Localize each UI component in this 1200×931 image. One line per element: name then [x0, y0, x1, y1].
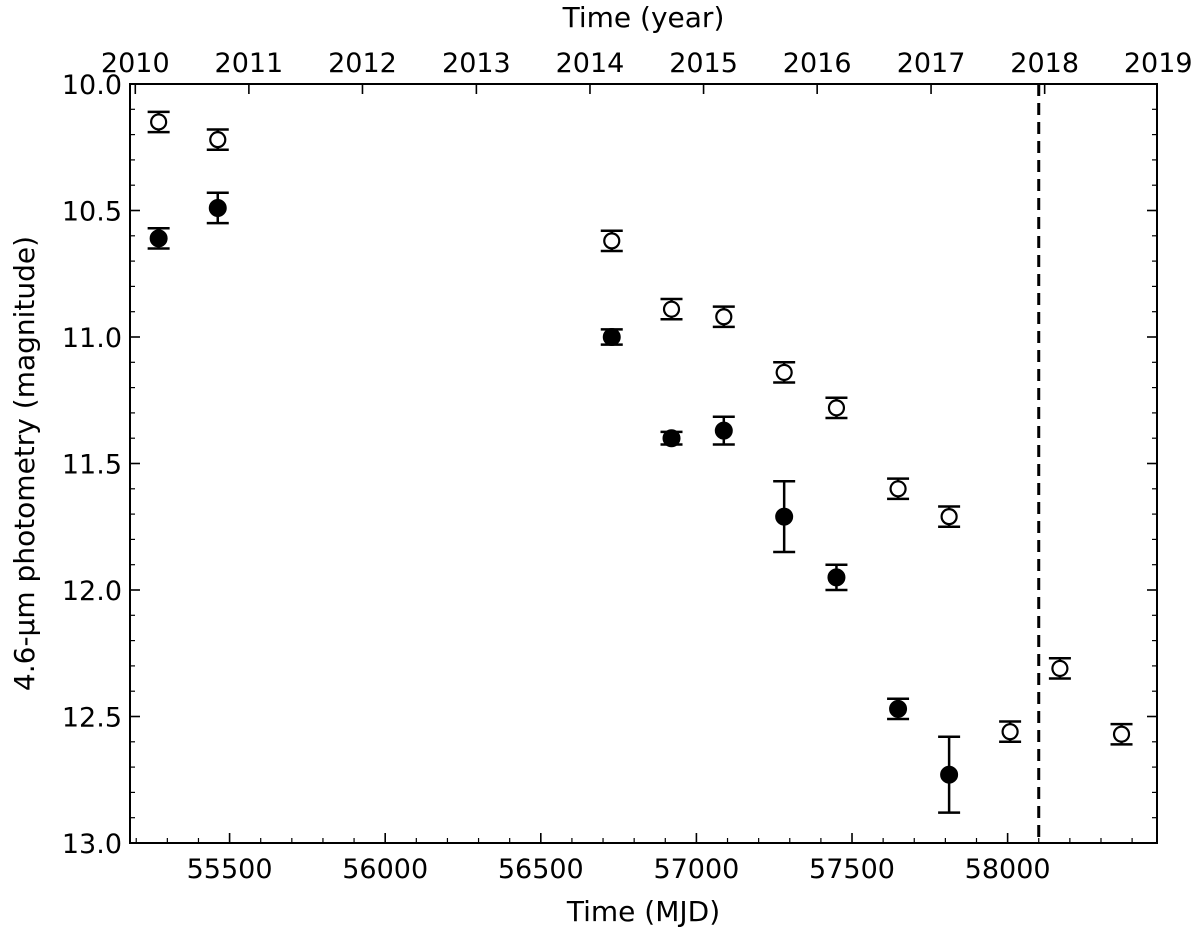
- top-year-label: 2014: [556, 48, 625, 79]
- open-data-point: [1051, 659, 1069, 678]
- top-year-label: 2012: [328, 48, 397, 79]
- y-tick-label: 13.0: [62, 829, 122, 860]
- y-tick-label: 11.5: [62, 450, 122, 481]
- filled-data-point: [775, 507, 794, 526]
- x-tick-label: 56000: [342, 854, 428, 885]
- x-tick-label: 56500: [498, 854, 584, 885]
- x-tick-label: 57500: [809, 854, 895, 885]
- open-data-point: [775, 363, 793, 382]
- y-tick-label: 12.5: [62, 703, 122, 734]
- top-year-label: 2013: [442, 48, 511, 79]
- filled-circle-series: [147, 191, 961, 814]
- top-year-label: 2018: [1010, 48, 1079, 79]
- y-tick-label: 10.0: [62, 70, 122, 101]
- open-circle-series: [147, 110, 1133, 746]
- y-tick-label: 10.5: [62, 197, 122, 228]
- x-axis-label: Time (MJD): [566, 895, 720, 928]
- filled-data-point: [602, 328, 621, 346]
- top-year-label: 2011: [215, 48, 284, 79]
- x-tick-label: 58000: [965, 854, 1051, 885]
- open-data-point: [940, 508, 958, 526]
- y-tick-label: 11.0: [62, 323, 122, 354]
- open-data-point: [603, 232, 621, 250]
- filled-data-point: [149, 229, 168, 248]
- top-x-axis-label: Time (year): [562, 1, 725, 34]
- x-tick-label: 57000: [653, 854, 739, 885]
- top-year-label: 2017: [897, 48, 966, 79]
- marks-layer: [147, 84, 1133, 843]
- open-data-point: [209, 131, 227, 149]
- filled-data-point: [940, 765, 959, 784]
- filled-data-point: [208, 198, 227, 217]
- filled-data-point: [714, 421, 733, 440]
- open-data-point: [1001, 723, 1019, 741]
- open-data-point: [662, 300, 681, 318]
- top-year-label: 2019: [1124, 48, 1193, 79]
- ticks-layer: 55500 56000 56500 57000 57500 58000 2010 2011 20…: [62, 48, 1193, 885]
- filled-data-point: [827, 568, 846, 587]
- y-tick-label: 12.0: [62, 576, 122, 607]
- open-data-point: [827, 399, 846, 417]
- open-data-point: [150, 113, 168, 131]
- filled-data-point: [662, 429, 681, 448]
- top-year-label: 2016: [783, 48, 852, 79]
- top-year-label: 2015: [669, 48, 738, 79]
- x-tick-label: 55500: [187, 854, 273, 885]
- filled-data-point: [889, 699, 908, 718]
- open-data-point: [889, 480, 907, 498]
- y-axis-label: 4.6-μm photometry (magnitude): [8, 236, 41, 691]
- top-year-label: 2010: [101, 48, 170, 79]
- open-data-point: [715, 308, 733, 326]
- open-data-point: [1112, 725, 1131, 743]
